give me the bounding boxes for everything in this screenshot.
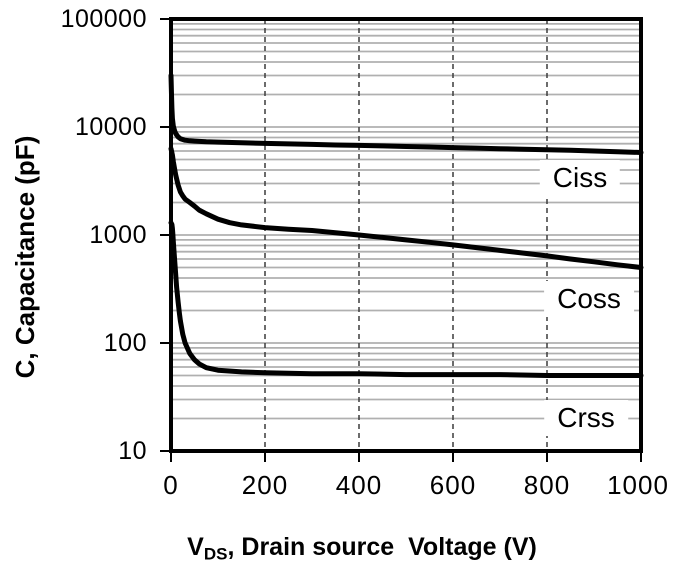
curve-label-ciss: Ciss (539, 160, 621, 196)
x-tick-label: 1000 (607, 470, 669, 500)
axis-ticks (160, 18, 642, 462)
x-tick-label: 800 (523, 470, 571, 500)
y-tick-label: 100000 (60, 5, 147, 33)
curve-Ciss (168, 73, 644, 155)
x-axis-title: VDS, Drain source Voltage (V) (187, 533, 537, 564)
y-axis-title: C, Capacitance (pF) (10, 135, 40, 379)
x-axis-title-symbol: V (187, 533, 204, 561)
plot-frame (169, 17, 643, 453)
y-tick-label: 1000 (89, 221, 147, 249)
h-gridlines (171, 22, 641, 420)
x-axis-title-subscript: DS (203, 544, 228, 564)
x-axis-title-text: , Drain source Voltage (V) (227, 533, 537, 561)
curve-Crss (168, 220, 644, 378)
curve-label-crss: Crss (544, 400, 628, 436)
y-tick-label: 100 (103, 329, 147, 357)
curve-Coss (168, 146, 644, 270)
x-tick-label: 200 (241, 470, 289, 500)
curve-label-coss: Coss (544, 281, 634, 317)
x-tick-label: 600 (429, 470, 477, 500)
y-tick-label: 10 (118, 437, 147, 465)
x-tick-label: 400 (335, 470, 383, 500)
y-tick-label: 10000 (74, 113, 147, 141)
curves (168, 73, 644, 378)
x-tick-label: 0 (163, 470, 179, 500)
